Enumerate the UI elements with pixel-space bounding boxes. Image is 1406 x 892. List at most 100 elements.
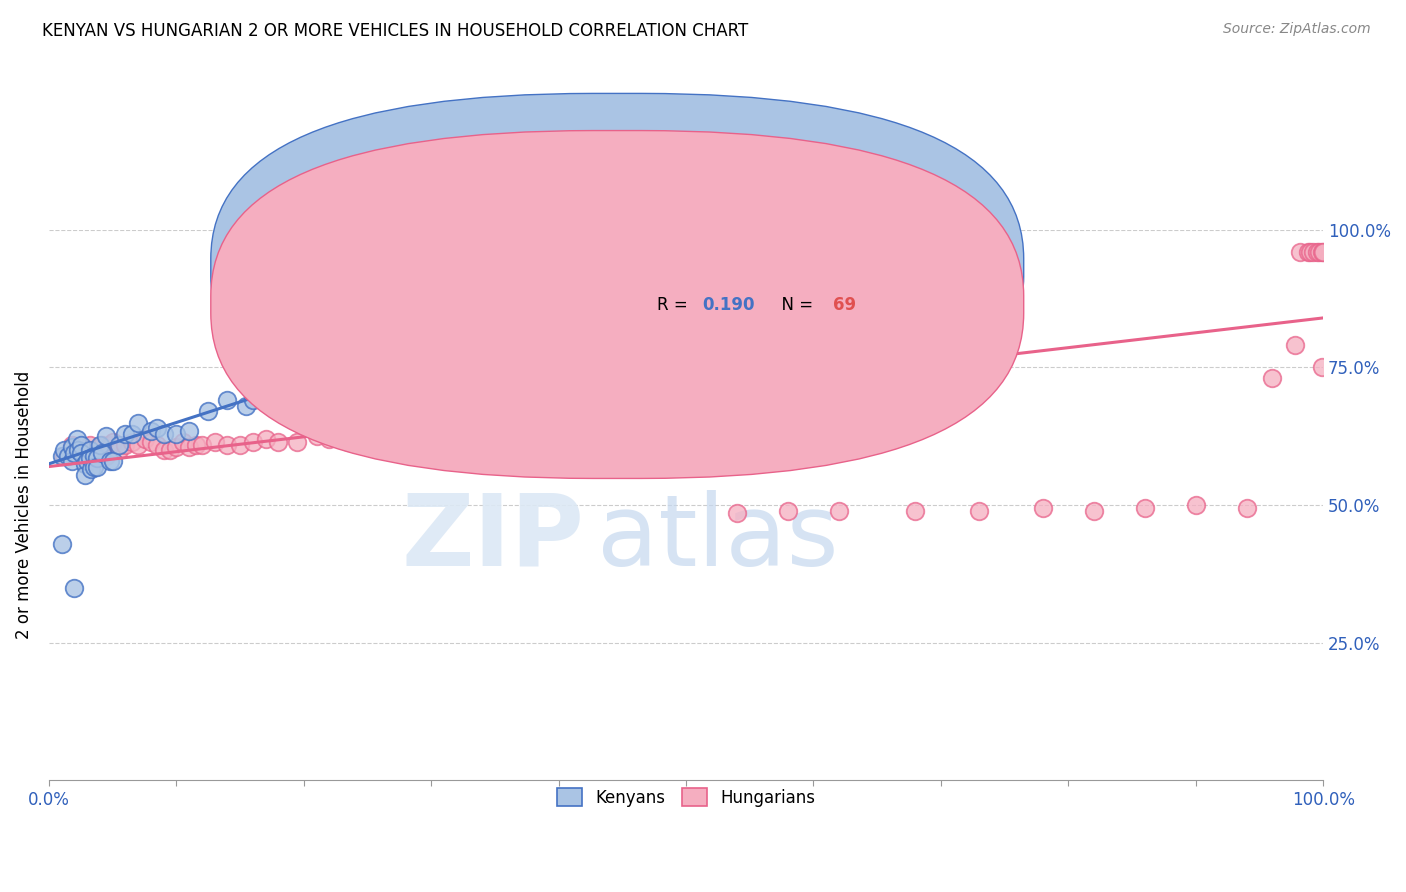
Point	[83, 443, 105, 458]
Point	[127, 416, 149, 430]
Point	[89, 440, 111, 454]
Text: atlas: atlas	[598, 490, 838, 587]
Point	[1236, 500, 1258, 515]
Point	[101, 434, 124, 449]
Point	[1308, 244, 1330, 259]
Point	[572, 416, 595, 430]
Point	[96, 429, 118, 443]
Point	[382, 421, 405, 435]
Point	[1310, 360, 1333, 375]
Point	[1133, 500, 1156, 515]
Point	[60, 454, 83, 468]
Point	[235, 399, 257, 413]
Point	[1310, 244, 1333, 259]
Point	[53, 443, 76, 458]
Text: 42: 42	[832, 259, 856, 277]
Point	[60, 437, 83, 451]
Point	[152, 426, 174, 441]
Point	[66, 432, 89, 446]
Point	[146, 421, 169, 435]
Point	[1083, 503, 1105, 517]
Point	[83, 459, 105, 474]
Point	[80, 462, 103, 476]
Text: 0.199: 0.199	[703, 259, 755, 277]
Point	[229, 437, 252, 451]
Point	[356, 429, 378, 443]
Point	[127, 437, 149, 451]
Point	[1032, 500, 1054, 515]
Point	[121, 426, 143, 441]
Point	[509, 418, 531, 433]
Point	[165, 426, 187, 441]
Point	[179, 440, 201, 454]
Y-axis label: 2 or more Vehicles in Household: 2 or more Vehicles in Household	[15, 371, 32, 640]
Point	[242, 393, 264, 408]
Point	[121, 434, 143, 449]
Point	[139, 424, 162, 438]
Text: Source: ZipAtlas.com: Source: ZipAtlas.com	[1223, 22, 1371, 37]
Point	[86, 446, 108, 460]
Point	[76, 443, 98, 458]
Point	[146, 437, 169, 451]
Point	[63, 581, 86, 595]
Text: ZIP: ZIP	[401, 490, 583, 587]
FancyBboxPatch shape	[211, 130, 1024, 478]
Point	[108, 437, 131, 451]
Point	[725, 506, 748, 520]
Point	[79, 437, 101, 451]
Point	[287, 376, 309, 391]
Point	[624, 418, 647, 433]
Point	[675, 418, 697, 433]
Point	[776, 503, 799, 517]
Point	[267, 434, 290, 449]
Point	[1312, 244, 1334, 259]
Point	[287, 434, 309, 449]
Point	[191, 437, 214, 451]
Point	[108, 443, 131, 458]
Point	[73, 449, 96, 463]
Point	[172, 434, 194, 449]
Point	[114, 437, 136, 451]
Point	[114, 426, 136, 441]
Text: 69: 69	[832, 295, 856, 313]
Point	[1261, 371, 1284, 385]
Point	[60, 440, 83, 454]
FancyBboxPatch shape	[565, 238, 915, 324]
Text: R =: R =	[657, 295, 693, 313]
Point	[134, 432, 156, 446]
Point	[828, 503, 851, 517]
Point	[56, 449, 79, 463]
Point	[197, 404, 219, 418]
Point	[1306, 244, 1329, 259]
Point	[152, 443, 174, 458]
Point	[98, 454, 121, 468]
Text: R =: R =	[657, 259, 693, 277]
Point	[318, 432, 340, 446]
Point	[1184, 498, 1206, 512]
Point	[51, 536, 73, 550]
Text: KENYAN VS HUNGARIAN 2 OR MORE VEHICLES IN HOUSEHOLD CORRELATION CHART: KENYAN VS HUNGARIAN 2 OR MORE VEHICLES I…	[42, 22, 748, 40]
Point	[69, 437, 91, 451]
Point	[79, 443, 101, 458]
Point	[305, 429, 328, 443]
Point	[139, 434, 162, 449]
Point	[69, 446, 91, 460]
Text: N =: N =	[772, 295, 818, 313]
Point	[184, 437, 207, 451]
Point	[242, 434, 264, 449]
Point	[204, 434, 226, 449]
Point	[337, 434, 360, 449]
Point	[96, 449, 118, 463]
Point	[1284, 338, 1306, 352]
Point	[446, 418, 468, 433]
Point	[98, 437, 121, 451]
Point	[179, 424, 201, 438]
Point	[51, 449, 73, 463]
Point	[1299, 244, 1322, 259]
Point	[1296, 244, 1319, 259]
Point	[69, 446, 91, 460]
Point	[63, 446, 86, 460]
Point	[89, 437, 111, 451]
Point	[67, 443, 90, 458]
Point	[1302, 244, 1324, 259]
